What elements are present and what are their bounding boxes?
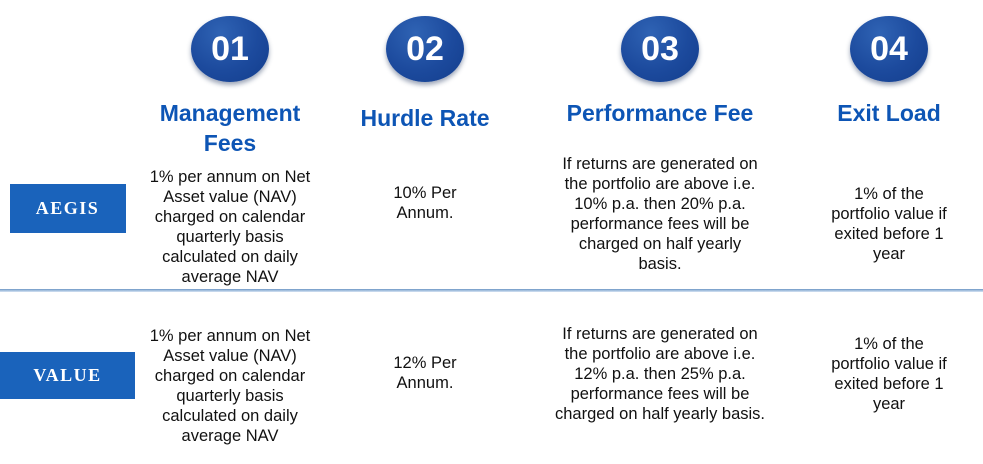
table-row-aegis: AEGIS 1% per annum on Net Asset value (N…: [0, 155, 983, 289]
table-row-value: VALUE 1% per annum on Net Asset value (N…: [0, 292, 983, 464]
cell-text: 1% of the portfolio value if exited befo…: [831, 335, 947, 413]
column-title-hurdle-rate: Hurdle Rate: [360, 105, 490, 131]
column-header-exit-load: 04 Exit Load: [795, 0, 983, 159]
cell-value-performance-fee: If returns are generated on the portfoli…: [525, 292, 795, 464]
step-number: 03: [641, 30, 679, 68]
step-number: 01: [211, 30, 249, 68]
cell-text: If returns are generated on the portfoli…: [562, 155, 758, 273]
cell-aegis-performance-fee: If returns are generated on the portfoli…: [525, 155, 795, 289]
cell-text: 1% of the portfolio value if exited befo…: [831, 185, 947, 263]
cell-text: 1% per annum on Net Asset value (NAV) ch…: [149, 168, 311, 286]
column-title-performance-fee: Performance Fee: [566, 100, 754, 126]
header-spacer: [0, 0, 135, 159]
cell-aegis-hurdle-rate: 10% Per Annum.: [325, 155, 525, 289]
row-label-aegis: AEGIS: [9, 183, 126, 233]
column-title-exit-load: Exit Load: [837, 100, 941, 126]
step-number: 02: [406, 30, 444, 68]
cell-text: 12% Per Annum.: [393, 354, 457, 392]
column-header-hurdle-rate: 02 Hurdle Rate: [325, 0, 525, 159]
cell-aegis-management-fees: 1% per annum on Net Asset value (NAV) ch…: [135, 155, 325, 289]
step-number: 04: [870, 30, 908, 68]
step-circle-03: 03: [621, 16, 699, 82]
step-circle-01: 01: [191, 16, 269, 82]
column-title-management-fees: Management Fees: [159, 100, 301, 156]
row-label-cell: AEGIS: [0, 155, 135, 289]
row-divider: [0, 289, 983, 292]
row-label-value: VALUE: [0, 351, 135, 399]
cell-text: 10% Per Annum.: [393, 184, 457, 222]
column-header-management-fees: 01 Management Fees: [135, 0, 325, 159]
column-header-row: 01 Management Fees 02 Hurdle Rate 03 Per…: [0, 0, 983, 156]
step-circle-02: 02: [386, 16, 464, 82]
row-label-cell: VALUE: [0, 292, 135, 464]
cell-value-management-fees: 1% per annum on Net Asset value (NAV) ch…: [135, 292, 325, 464]
column-header-performance-fee: 03 Performance Fee: [525, 0, 795, 159]
cell-value-exit-load: 1% of the portfolio value if exited befo…: [795, 292, 983, 464]
cell-value-hurdle-rate: 12% Per Annum.: [325, 292, 525, 464]
cell-text: 1% per annum on Net Asset value (NAV) ch…: [149, 327, 311, 445]
cell-aegis-exit-load: 1% of the portfolio value if exited befo…: [795, 155, 983, 289]
cell-text: If returns are generated on the portfoli…: [554, 325, 766, 423]
step-circle-04: 04: [850, 16, 928, 82]
